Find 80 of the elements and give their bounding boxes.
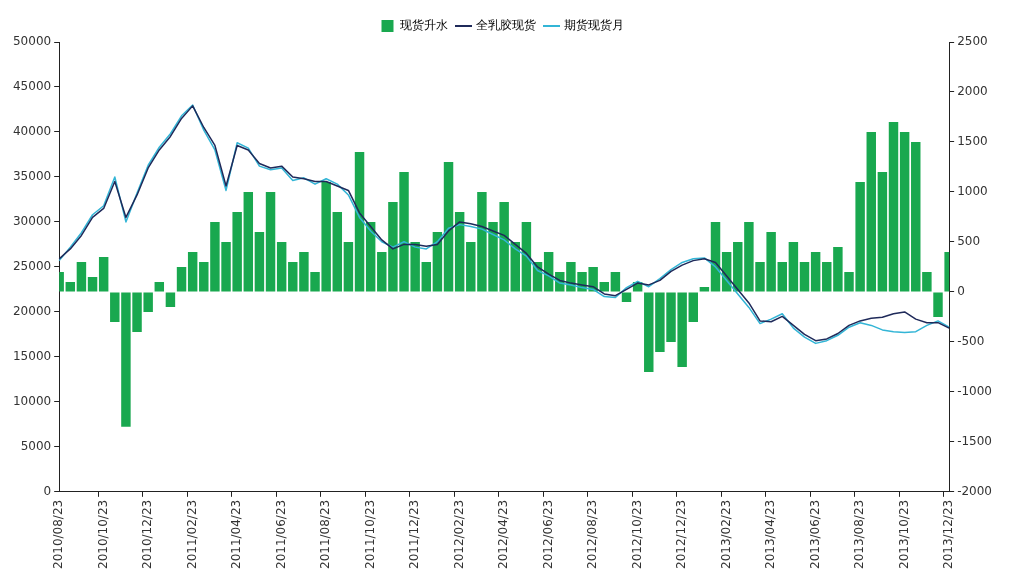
x-tick-label: 2013/08/23 xyxy=(852,499,867,570)
bar xyxy=(154,281,165,292)
y2-tick-label: -1000 xyxy=(957,384,993,398)
bar xyxy=(265,191,276,292)
bar xyxy=(254,231,265,292)
x-tick-label: 2013/02/23 xyxy=(718,499,733,570)
x-tick-label: 2012/12/23 xyxy=(674,499,689,570)
y-tick-label: 10000 xyxy=(12,393,52,408)
bar xyxy=(332,211,343,292)
bar xyxy=(276,241,287,292)
bar xyxy=(454,211,465,292)
y-tick-label: 30000 xyxy=(12,214,52,229)
bar xyxy=(911,141,921,292)
bar xyxy=(443,161,454,292)
bar xyxy=(810,251,821,292)
x-tick-label: 2013/04/23 xyxy=(763,499,778,570)
bar xyxy=(788,241,799,292)
y2-tick-label: 500 xyxy=(957,234,981,249)
bar xyxy=(621,292,632,302)
y-tick-label: 5000 xyxy=(20,438,52,453)
bar xyxy=(933,292,943,317)
bar xyxy=(922,271,932,292)
bar xyxy=(799,261,810,292)
x-tick-label: 2012/08/23 xyxy=(585,499,600,570)
bar xyxy=(822,261,832,292)
x-tick-label: 2011/12/23 xyxy=(407,499,422,570)
bar xyxy=(165,292,176,307)
bar xyxy=(421,261,432,292)
bar xyxy=(866,131,876,292)
bar xyxy=(644,292,654,372)
y2-tick-label: 2000 xyxy=(957,84,988,99)
bar xyxy=(888,121,899,292)
legend-label: 全乳胶现货 xyxy=(475,18,536,33)
y-tick-label: 15000 xyxy=(12,349,52,364)
bar xyxy=(343,241,354,292)
x-tick-label: 2011/02/23 xyxy=(184,499,199,570)
x-tick-label: 2011/04/23 xyxy=(229,499,244,570)
y2-tick-label: 2500 xyxy=(957,34,988,49)
bar xyxy=(98,256,109,292)
x-tick-label: 2013/06/23 xyxy=(807,499,822,570)
bar xyxy=(688,292,698,322)
bar xyxy=(243,191,254,292)
y2-tick-label: 1000 xyxy=(957,184,988,199)
x-tick-label: 2010/10/23 xyxy=(95,499,110,570)
y-tick-label: 35000 xyxy=(12,169,52,184)
x-tick-label: 2012/02/23 xyxy=(451,499,466,570)
x-tick-label: 2011/10/23 xyxy=(362,499,377,570)
legend-label: 期货现货月 xyxy=(563,18,624,33)
y-tick-label: 40000 xyxy=(12,124,52,139)
x-tick-label: 2012/10/23 xyxy=(629,499,644,570)
x-tick-label: 2011/06/23 xyxy=(273,499,288,570)
y-tick-label: 20000 xyxy=(12,304,52,319)
x-tick-label: 2011/08/23 xyxy=(318,499,333,570)
bar xyxy=(877,171,888,292)
x-tick-label: 2013/12/23 xyxy=(941,499,956,570)
x-tick-label: 2010/08/23 xyxy=(51,499,66,570)
y-tick-label: 25000 xyxy=(12,259,52,274)
x-tick-label: 2010/12/23 xyxy=(140,499,155,570)
bar xyxy=(610,271,621,292)
bar xyxy=(899,131,910,292)
bar xyxy=(187,251,198,292)
y2-tick-label: -2000 xyxy=(957,483,993,498)
y2-tick-label: 0 xyxy=(957,284,965,299)
bar xyxy=(777,261,787,292)
y2-tick-label: -500 xyxy=(957,334,985,349)
bar xyxy=(87,276,98,292)
y2-tick-label: 1500 xyxy=(957,134,988,149)
x-tick-label: 2012/06/23 xyxy=(540,499,555,570)
bar xyxy=(76,261,87,292)
bar xyxy=(354,151,365,292)
legend-label: 现货升水 xyxy=(399,18,448,33)
bar xyxy=(599,281,609,292)
x-tick-label: 2012/04/23 xyxy=(496,499,511,570)
y-tick-label: 45000 xyxy=(12,79,52,94)
bar xyxy=(733,241,743,292)
y-tick-label: 50000 xyxy=(12,34,52,49)
bar xyxy=(176,266,187,292)
y2-tick-label: -1500 xyxy=(957,433,993,448)
x-tick-label: 2013/10/23 xyxy=(896,499,911,570)
y-tick-label: 0 xyxy=(43,483,52,498)
